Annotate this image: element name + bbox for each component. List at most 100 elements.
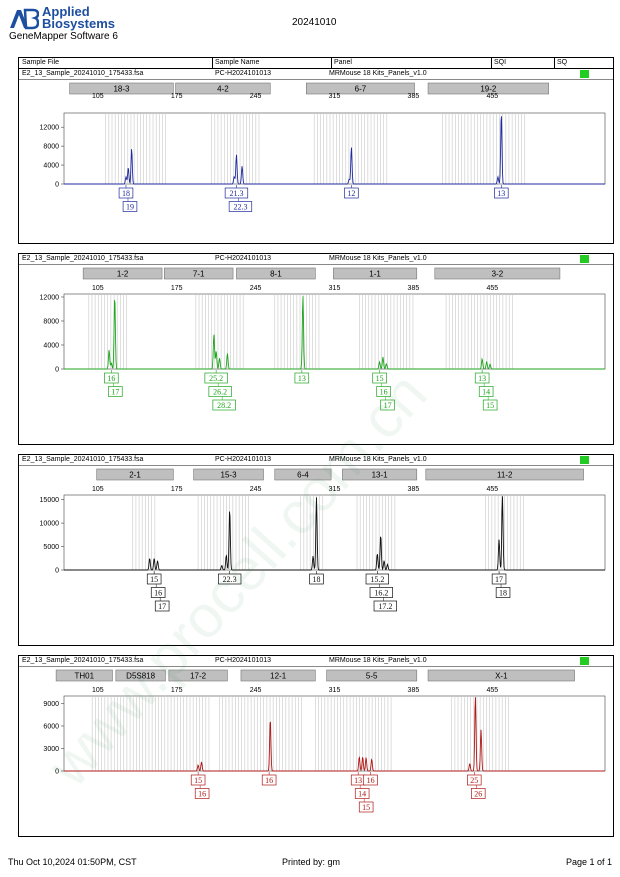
allele-label-box[interactable] [494,187,509,199]
locus-marker[interactable] [115,669,166,682]
allele-label-box[interactable] [309,573,324,585]
allele-label-box[interactable] [369,587,393,598]
allele-label-box[interactable] [122,201,138,212]
locus-marker[interactable] [82,267,163,280]
allele-label: 15.2 [370,575,384,584]
locus-marker[interactable] [342,468,418,481]
allele-label: 16 [265,776,273,785]
allele-label: 26.2 [213,387,227,396]
allele-label: 14 [482,387,490,396]
allele-label-box[interactable] [261,774,277,786]
allele-label-box[interactable] [491,573,507,585]
allele-label-box[interactable] [344,187,359,199]
allele-label-box[interactable] [372,372,387,384]
brand-line-1: Applied [42,4,90,19]
allele-label-box[interactable] [380,399,395,411]
allele-label-box[interactable] [118,187,134,199]
locus-marker[interactable] [55,669,113,682]
locus-marker[interactable] [274,468,332,481]
locus-marker[interactable] [96,468,174,481]
sizing-quality-indicator [580,657,589,665]
allele-label: 17 [111,387,119,396]
allele-label-box[interactable] [471,788,486,799]
locus-marker[interactable] [168,669,228,682]
locus-marker[interactable] [434,267,561,280]
allele-label-box[interactable] [474,372,490,384]
allele-label-box[interactable] [150,587,166,598]
allele-label: 18 [499,588,507,597]
y-tick-label: 3000 [43,746,59,753]
allele-label-box[interactable] [478,386,494,397]
locus-label: 11-2 [497,471,513,480]
allele-label-box[interactable] [194,788,210,799]
locus-marker[interactable] [425,468,584,481]
allele-label-box[interactable] [495,587,511,598]
x-tick-label: 455 [486,285,498,292]
y-tick-label: 8000 [43,144,59,151]
allele-label: 15 [486,401,494,410]
locus-marker[interactable] [427,82,549,95]
locus-marker[interactable] [164,267,234,280]
y-tick-label: 0 [55,367,59,374]
allele-label-box[interactable] [224,187,249,199]
allele-label-box[interactable] [482,399,498,411]
allele-label-box[interactable] [365,573,389,585]
allele-label-box[interactable] [294,372,310,384]
x-tick-label: 105 [92,687,104,694]
electropherogram-chart-black: 2-1 15-3 6-4 13-1 11-2 105 175 245 315 385 455 0 500… [40,468,606,612]
x-tick-label: 105 [92,285,104,292]
allele-label: 18 [312,575,320,584]
sample-name: PC-H2024101013 [215,70,272,77]
allele-label-box[interactable] [373,600,397,612]
y-tick-label: 6000 [43,724,59,731]
report-footer: Thu Oct 10,2024 01:50PM, CST Printed by:… [0,855,620,871]
x-tick-label: 385 [408,486,420,493]
locus-marker[interactable] [193,468,264,481]
locus-marker[interactable] [236,267,316,280]
locus-marker[interactable] [69,82,174,95]
allele-label-box[interactable] [363,774,378,786]
allele-label-box[interactable] [154,600,170,612]
locus-label: 5-5 [366,672,378,681]
electropherogram-chart-green: 1-2 7-1 8-1 1-1 3-2 105 175 245 315 385 455 0 4000 80… [40,267,606,411]
locus-marker[interactable] [240,669,316,682]
run-date: 20241010 [292,17,337,28]
allele-label-box[interactable] [104,372,119,384]
plot-frame [63,293,606,370]
allele-label-box[interactable] [146,573,162,585]
allele-label: 16 [198,789,206,798]
software-name: GeneMapper Software 6 [9,31,118,42]
locus-marker[interactable] [175,82,271,95]
allele-label-box[interactable] [218,573,242,585]
locus-label: 13-1 [372,471,389,480]
allele-label: 15 [150,575,158,584]
sizing-quality-indicator [580,255,589,263]
x-tick-label: 315 [329,285,341,292]
col-sample-file: Sample File [22,59,59,66]
locus-marker[interactable] [427,669,575,682]
x-tick-label: 175 [171,687,183,694]
trace-line [64,296,605,370]
allele-label: 15 [376,374,384,383]
x-tick-label: 315 [329,486,341,493]
sample-info-row: E2_13_Sample_20241010_175433.fsa PC-H202… [19,254,613,265]
allele-label-box[interactable] [376,386,391,397]
allele-label-box[interactable] [108,386,123,397]
allele-label-box[interactable] [212,399,236,411]
allele-label-box[interactable] [190,774,206,786]
allele-label-box[interactable] [208,386,232,397]
col-sq: SQ [557,59,568,66]
locus-marker[interactable] [326,669,418,682]
allele-label-box[interactable] [228,201,253,212]
trace-line [64,697,605,772]
locus-marker[interactable] [306,82,415,95]
allele-label-box[interactable] [354,788,370,799]
locus-label: 4-2 [217,85,229,94]
allele-label-box[interactable] [204,372,228,384]
y-tick-label: 4000 [43,343,59,350]
sample-name: PC-H2024101013 [215,456,272,463]
sample-info-row: E2_13_Sample_20241010_175433.fsa PC-H202… [19,656,613,667]
allele-label-box[interactable] [358,801,374,813]
locus-marker[interactable] [333,267,418,280]
allele-label-box[interactable] [467,774,482,786]
